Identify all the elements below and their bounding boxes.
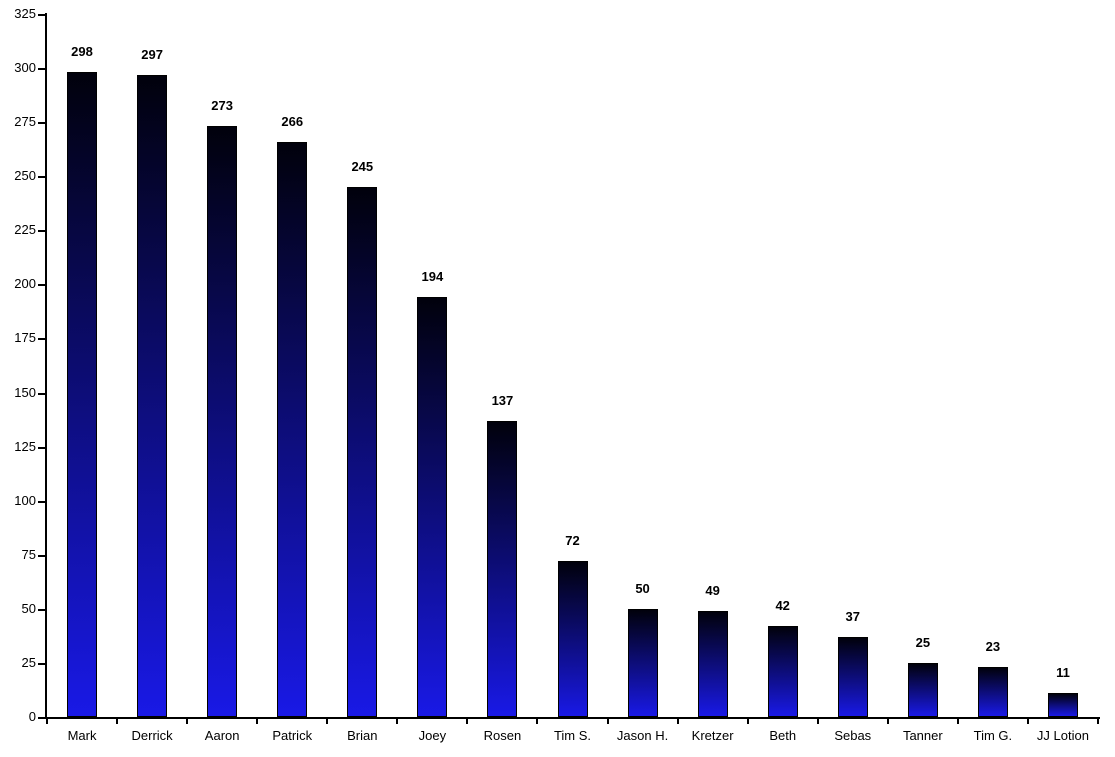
y-axis-tick-label: 250	[14, 168, 36, 184]
bar	[557, 561, 588, 717]
y-axis-tick	[38, 554, 45, 557]
bar	[207, 126, 238, 717]
y-axis-tick-label: 125	[14, 438, 36, 454]
category-label: Jason H.	[616, 728, 669, 743]
x-axis-tick	[606, 719, 609, 724]
bar-value-label: 266	[281, 113, 304, 129]
y-axis-tick	[38, 230, 45, 233]
y-axis-tick	[38, 122, 45, 125]
bar	[1047, 693, 1078, 717]
x-axis-tick	[396, 719, 399, 724]
category-label: Kretzer	[691, 728, 734, 743]
bar	[417, 297, 448, 717]
bar-value-label: 42	[775, 598, 790, 614]
x-axis-tick	[326, 719, 329, 724]
y-axis-tick	[38, 717, 45, 719]
x-axis-tick	[676, 719, 679, 724]
y-axis-tick-label: 75	[21, 546, 36, 562]
y-axis-tick	[38, 68, 45, 71]
y-axis-tick	[38, 662, 45, 665]
bar-value-label: 23	[985, 639, 1001, 655]
bar-value-label: 11	[1056, 665, 1070, 681]
bar-value-label: 245	[351, 159, 374, 175]
y-axis-tick-label: 225	[14, 222, 36, 238]
category-label: Derrick	[131, 728, 173, 743]
bar	[627, 608, 658, 717]
y-axis-line	[45, 13, 47, 719]
x-axis-tick	[1026, 719, 1029, 724]
bar	[767, 626, 798, 717]
y-axis-tick-label: 25	[21, 654, 36, 670]
y-axis-tick	[38, 14, 45, 16]
category-label: Mark	[67, 728, 97, 743]
bar-value-label: 137	[491, 392, 514, 408]
bar-value-label: 37	[845, 608, 860, 624]
x-axis-tick	[536, 719, 539, 724]
y-axis-tick-label: 300	[14, 60, 36, 76]
y-axis-tick	[38, 446, 45, 449]
category-label: Aaron	[204, 728, 240, 743]
bar	[977, 667, 1008, 717]
bar-value-label: 72	[565, 533, 580, 549]
bar-value-label: 298	[71, 44, 93, 60]
y-axis-tick	[38, 176, 45, 179]
y-axis-tick-label: 275	[14, 114, 36, 130]
x-axis-tick	[816, 719, 819, 724]
category-label: JJ Lotion	[1036, 728, 1089, 743]
bar	[697, 611, 728, 717]
category-label: Tim G.	[973, 728, 1013, 743]
y-axis-tick	[38, 500, 45, 503]
y-axis-tick	[38, 284, 45, 287]
category-label: Rosen	[483, 728, 522, 743]
x-axis-tick	[116, 719, 119, 724]
category-label: Beth	[769, 728, 797, 743]
bar	[347, 187, 378, 717]
y-axis-tick-label: 50	[21, 600, 36, 616]
bar	[67, 72, 98, 717]
bar-value-label: 25	[915, 634, 931, 650]
y-axis-tick-label: 150	[14, 384, 36, 400]
bar-value-label: 194	[421, 269, 444, 285]
y-axis-tick	[38, 338, 45, 341]
x-axis-tick	[886, 719, 889, 724]
x-axis-line	[45, 717, 1100, 719]
x-axis-tick	[1097, 719, 1099, 724]
y-axis-tick-label: 175	[14, 330, 36, 346]
bar	[137, 74, 168, 717]
y-axis-tick-label: 100	[14, 492, 36, 508]
bar	[277, 141, 308, 717]
category-label: Sebas	[834, 728, 872, 743]
category-label: Patrick	[272, 728, 313, 743]
y-axis-tick-label: 325	[14, 6, 36, 21]
x-axis-tick	[46, 719, 48, 724]
bar	[487, 420, 518, 717]
x-axis-tick	[256, 719, 259, 724]
bar-value-label: 49	[705, 583, 720, 598]
bar-value-label: 50	[635, 580, 650, 596]
y-axis-tick-label: 200	[14, 276, 36, 292]
bar	[907, 662, 938, 717]
y-axis-tick	[38, 392, 45, 395]
x-axis-tick	[956, 719, 959, 724]
bar-value-label: 297	[141, 46, 163, 62]
category-label: Tanner	[902, 728, 943, 743]
category-label: Brian	[347, 728, 378, 743]
y-axis-tick	[38, 608, 45, 611]
x-axis-tick	[186, 719, 189, 724]
category-label: Tim S.	[553, 728, 592, 743]
category-label: Joey	[418, 728, 447, 743]
bar-value-label: 273	[211, 98, 233, 114]
x-axis-tick	[746, 719, 749, 724]
x-axis-tick	[466, 719, 469, 724]
bar	[837, 636, 868, 717]
y-axis-tick-label: 0	[28, 709, 36, 724]
